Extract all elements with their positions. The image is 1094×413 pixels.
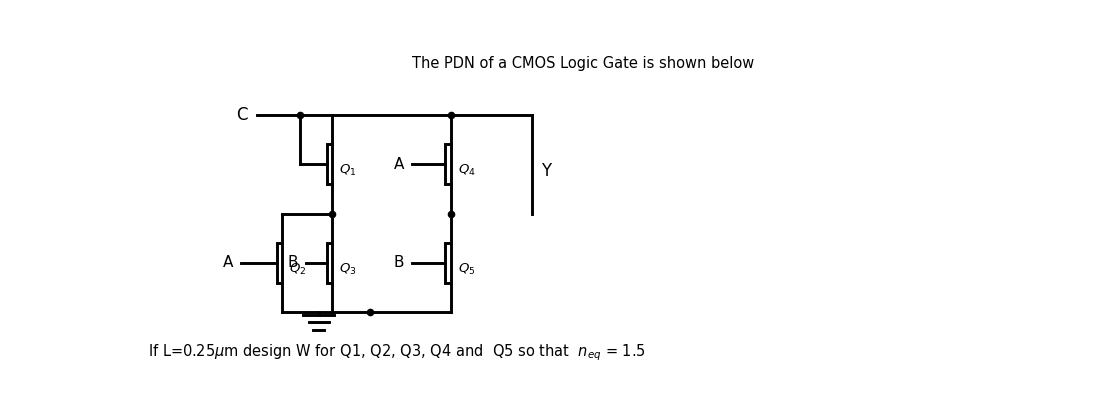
Text: If L=0.25$\mu$m design W for Q1, Q2, Q3, Q4 and  Q5 so that  $n_{eq}$ = 1.5: If L=0.25$\mu$m design W for Q1, Q2, Q3,… [148,343,645,363]
Text: $Q_3$: $Q_3$ [339,261,357,277]
Text: C: C [236,106,247,124]
Text: B: B [394,255,404,271]
Text: A: A [223,255,234,271]
Text: The PDN of a CMOS Logic Gate is shown below: The PDN of a CMOS Logic Gate is shown be… [411,56,754,71]
Text: $Q_2$: $Q_2$ [290,261,306,277]
Text: A: A [394,157,404,172]
Text: $Q_4$: $Q_4$ [457,163,476,178]
Text: $Q_5$: $Q_5$ [457,261,475,277]
Text: $Q_1$: $Q_1$ [339,163,357,178]
Text: B: B [288,255,298,271]
Text: Y: Y [542,162,551,180]
